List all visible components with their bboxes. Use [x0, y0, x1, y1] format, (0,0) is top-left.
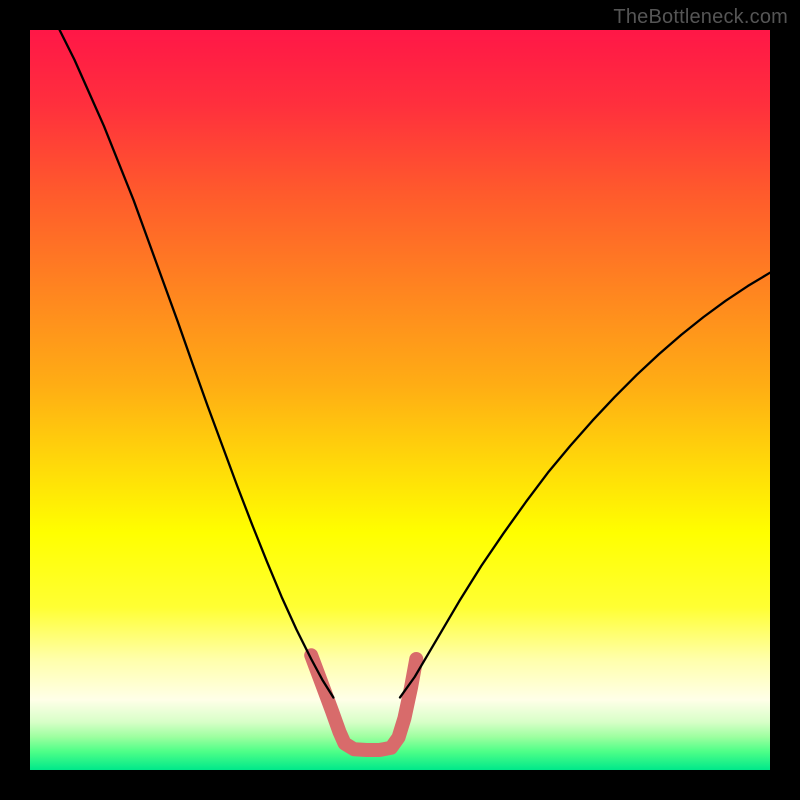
curve-left	[60, 30, 334, 697]
curve-right	[400, 273, 770, 698]
bottleneck-curves	[30, 30, 770, 770]
watermark-text: TheBottleneck.com	[613, 6, 788, 29]
highlight-range	[311, 655, 416, 750]
figure: TheBottleneck.com	[0, 0, 800, 800]
plot-area	[30, 30, 770, 770]
